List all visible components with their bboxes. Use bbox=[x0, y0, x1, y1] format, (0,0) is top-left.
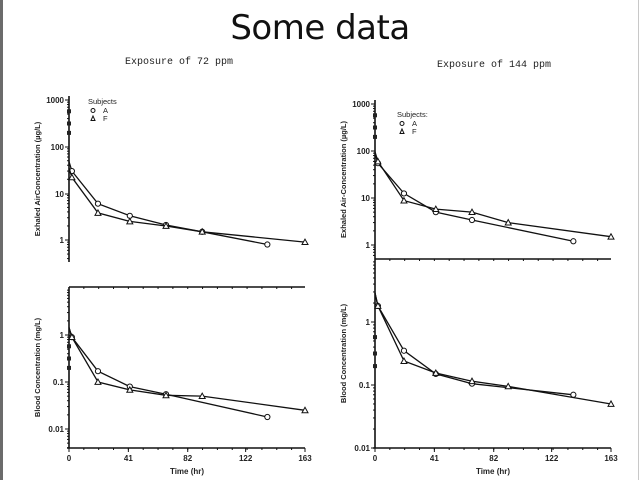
svg-text:0.1: 0.1 bbox=[53, 378, 65, 387]
svg-text:122: 122 bbox=[239, 454, 253, 463]
data-point-circle bbox=[400, 190, 408, 197]
svg-text:A: A bbox=[103, 106, 108, 115]
svg-text:Time (hr): Time (hr) bbox=[476, 467, 510, 476]
svg-text:100: 100 bbox=[357, 147, 371, 156]
data-point-triangle bbox=[607, 232, 615, 240]
svg-text:0: 0 bbox=[67, 454, 72, 463]
svg-text:41: 41 bbox=[124, 454, 133, 463]
data-point-triangle bbox=[468, 377, 476, 385]
data-point-triangle bbox=[68, 173, 76, 181]
svg-text:1000: 1000 bbox=[352, 100, 370, 109]
series-line-F bbox=[68, 327, 306, 411]
data-point-triangle bbox=[374, 301, 382, 309]
series-line-A bbox=[374, 292, 574, 396]
svg-text:163: 163 bbox=[298, 454, 312, 463]
series-line-A bbox=[374, 153, 574, 242]
svg-text:0.01: 0.01 bbox=[354, 444, 370, 453]
svg-text:122: 122 bbox=[545, 454, 559, 463]
svg-text:Time (hr): Time (hr) bbox=[170, 467, 204, 476]
data-point-triangle bbox=[431, 368, 440, 376]
data-point-triangle bbox=[400, 196, 408, 204]
data-point-triangle bbox=[94, 377, 102, 385]
data-point-triangle bbox=[607, 399, 615, 407]
data-point-triangle bbox=[400, 357, 408, 364]
svg-text:F: F bbox=[412, 127, 417, 136]
data-point-triangle bbox=[125, 217, 134, 225]
svg-text:F: F bbox=[103, 114, 108, 123]
series-line-F bbox=[68, 167, 306, 243]
subplot-2: 1000 100 10 1 Exhaled Air-Concentration (µg/… bbox=[339, 100, 615, 259]
svg-text:Subjects:: Subjects: bbox=[397, 110, 428, 119]
svg-text:Subjects: Subjects bbox=[88, 97, 117, 106]
svg-text:0.01: 0.01 bbox=[48, 425, 64, 434]
slide-right-border bbox=[638, 0, 639, 480]
left-exposure-label: Exposure of 72 ppm bbox=[125, 57, 234, 68]
data-point-circle bbox=[94, 200, 102, 207]
data-point-triangle bbox=[374, 157, 382, 165]
data-point-triangle bbox=[504, 382, 513, 390]
data-point-triangle bbox=[504, 218, 513, 226]
svg-text:Exhaled AirConcentration (µg/L: Exhaled AirConcentration (µg/L) bbox=[33, 121, 42, 236]
svg-text:1000: 1000 bbox=[46, 96, 64, 105]
svg-text:Blood Concentration (mg/L): Blood Concentration (mg/L) bbox=[33, 317, 42, 417]
data-point-triangle bbox=[431, 205, 440, 213]
data-point-triangle bbox=[468, 208, 476, 216]
subplot-1: 0 41 82 122 163 Time (hr) 1 0.1 0.01 Blood Concen… bbox=[33, 286, 312, 476]
data-point-triangle bbox=[301, 238, 309, 246]
data-point-triangle bbox=[301, 406, 309, 414]
svg-text:10: 10 bbox=[55, 190, 64, 199]
subplot-3: 0 41 82 122 163 Time (hr) 1 0.1 0.01 Blood Concen… bbox=[339, 258, 618, 476]
data-point-circle bbox=[264, 413, 271, 421]
data-point-circle bbox=[400, 347, 408, 354]
svg-text:100: 100 bbox=[51, 143, 65, 152]
data-point-triangle bbox=[198, 227, 207, 235]
data-point-circle bbox=[468, 216, 476, 224]
data-point-triangle bbox=[68, 333, 76, 341]
data-point-triangle bbox=[94, 208, 102, 216]
data-point-triangle bbox=[162, 221, 170, 229]
svg-text:0.1: 0.1 bbox=[359, 381, 371, 390]
subplot-0: 1000 100 10 1 Exhaled AirConcentration (µg/L… bbox=[33, 96, 309, 262]
svg-text:1: 1 bbox=[366, 241, 371, 250]
data-point-circle bbox=[264, 241, 271, 248]
right-exposure-label: Exposure of 144 ppm bbox=[437, 60, 552, 71]
slide-left-border bbox=[0, 0, 3, 480]
svg-text:163: 163 bbox=[604, 454, 618, 463]
svg-text:1: 1 bbox=[366, 318, 371, 327]
data-point-circle bbox=[570, 238, 577, 245]
data-point-triangle bbox=[198, 392, 207, 400]
svg-text:10: 10 bbox=[361, 194, 370, 203]
slide-title: Some data bbox=[230, 8, 410, 48]
svg-text:82: 82 bbox=[183, 454, 192, 463]
svg-text:0: 0 bbox=[373, 454, 378, 463]
svg-text:A: A bbox=[412, 119, 417, 128]
data-point-triangle bbox=[162, 391, 170, 399]
svg-text:41: 41 bbox=[430, 454, 439, 463]
svg-text:82: 82 bbox=[489, 454, 498, 463]
series-line-F bbox=[374, 292, 612, 405]
svg-text:1: 1 bbox=[60, 236, 65, 245]
svg-text:1: 1 bbox=[60, 331, 65, 340]
svg-text:Exhaled Air-Concentration (µg/: Exhaled Air-Concentration (µg/L) bbox=[339, 121, 348, 238]
data-point-circle bbox=[570, 391, 577, 398]
svg-text:Blood Concentration (mg/L): Blood Concentration (mg/L) bbox=[339, 303, 348, 403]
data-point-triangle bbox=[125, 385, 134, 393]
data-point-circle bbox=[94, 368, 102, 375]
